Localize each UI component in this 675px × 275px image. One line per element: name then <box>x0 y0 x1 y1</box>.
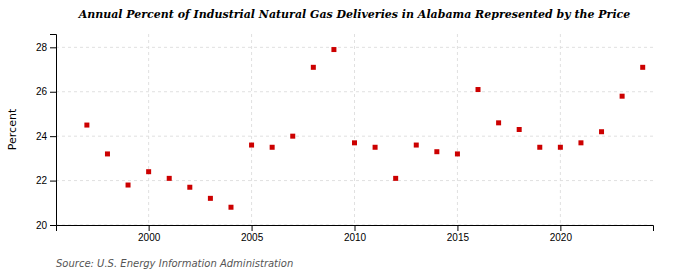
point <box>517 127 522 132</box>
point <box>537 145 542 150</box>
tick-mark <box>252 225 253 231</box>
tick-label: 2000 <box>138 232 161 243</box>
point <box>434 149 439 154</box>
point <box>105 151 110 156</box>
point <box>578 140 583 145</box>
axis-line <box>50 35 57 226</box>
grid-line-x <box>560 34 561 225</box>
point <box>290 134 295 139</box>
grid-line-x <box>354 34 355 225</box>
tick-label: 2005 <box>241 232 264 243</box>
tick-mark <box>50 136 56 137</box>
point <box>167 176 172 181</box>
point <box>331 47 336 52</box>
grid-line-x <box>457 34 458 225</box>
point <box>373 145 378 150</box>
x-axis: 2000 2005 2010 2015 2020 <box>57 225 654 243</box>
point <box>640 65 645 70</box>
tick: 2015 <box>447 225 470 243</box>
tick-label: 2020 <box>550 232 573 243</box>
point <box>126 183 131 188</box>
tick: 26 <box>36 86 56 97</box>
tick: 20 <box>36 220 56 231</box>
tick: 24 <box>36 131 56 142</box>
point <box>228 205 233 210</box>
tick-label: 2015 <box>447 232 470 243</box>
point <box>352 140 357 145</box>
grid-line-y <box>56 91 653 92</box>
point <box>187 185 192 190</box>
y-axis: 20 22 24 26 28 <box>36 35 57 231</box>
point <box>620 94 625 99</box>
tick-mark <box>457 225 458 231</box>
tick-mark <box>149 225 150 231</box>
point <box>414 143 419 148</box>
tick: 22 <box>36 175 56 186</box>
grid-line-x <box>251 34 252 225</box>
tick-mark <box>560 225 561 231</box>
point <box>208 196 213 201</box>
tick-label: 20 <box>36 220 48 231</box>
y-axis-title: Percent <box>6 108 19 150</box>
tick-mark <box>50 225 56 226</box>
tick: 2020 <box>550 225 573 243</box>
plot-area <box>84 47 645 210</box>
tick: 28 <box>36 42 56 53</box>
tick-mark <box>355 225 356 231</box>
point <box>455 151 460 156</box>
chart: 200020052010201520202022242628Annual Per… <box>0 0 675 275</box>
grid-line-x <box>148 34 149 225</box>
tick: 2005 <box>241 225 264 243</box>
source-note: Source: U.S. Energy Information Administ… <box>56 258 293 269</box>
point <box>84 123 89 128</box>
grid-line-y <box>56 180 653 181</box>
point <box>311 65 316 70</box>
tick-label: 2010 <box>344 232 367 243</box>
point <box>558 145 563 150</box>
point <box>496 120 501 125</box>
axis-line <box>57 226 654 232</box>
tick-mark <box>50 92 56 93</box>
tick-label: 22 <box>36 175 48 186</box>
tick: 2010 <box>344 225 367 243</box>
tick-mark <box>50 47 56 48</box>
grid <box>56 34 653 225</box>
tick-label: 26 <box>36 86 48 97</box>
point <box>476 87 481 92</box>
title: Annual Percent of Industrial Natural Gas… <box>78 8 631 21</box>
point <box>146 169 151 174</box>
point <box>599 129 604 134</box>
tick: 2000 <box>138 225 161 243</box>
chart-container: 200020052010201520202022242628Annual Per… <box>0 0 675 275</box>
tick-mark <box>50 181 56 182</box>
point <box>270 145 275 150</box>
tick-label: 28 <box>36 42 48 53</box>
tick-label: 24 <box>36 131 48 142</box>
point <box>393 176 398 181</box>
grid-line-y <box>56 47 653 48</box>
point <box>249 143 254 148</box>
grid-line-y <box>56 136 653 137</box>
